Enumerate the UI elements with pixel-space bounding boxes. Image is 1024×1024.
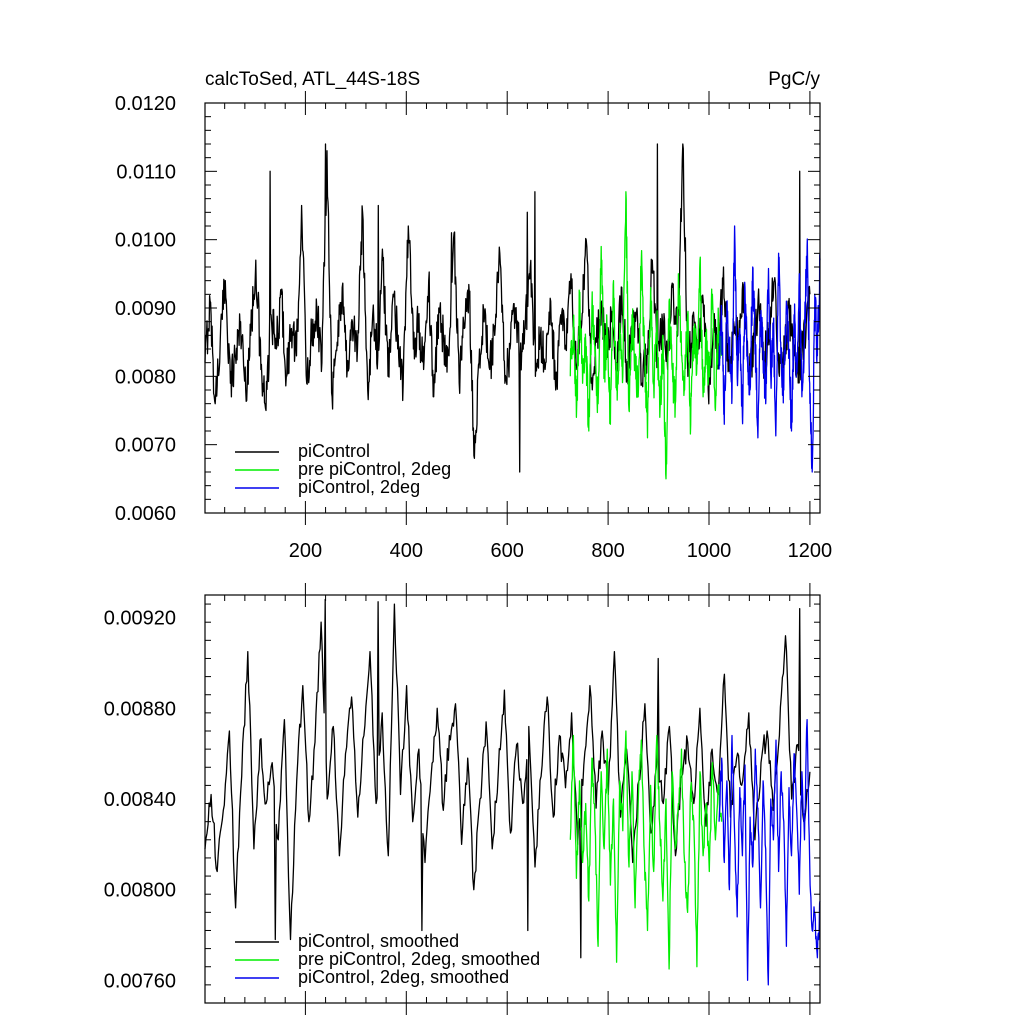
top-y-tick-label: 0.0080 [115, 366, 176, 388]
top-x-tick-label: 1000 [687, 540, 732, 562]
top-plot-frame [204, 102, 821, 514]
top-title-right: PgC/y [768, 69, 820, 90]
top-x-tick-label: 800 [591, 540, 624, 562]
bottom-series-line-0 [204, 598, 811, 959]
bottom-legend-label: piControl, 2deg, smoothed [298, 967, 509, 987]
bottom-series-line-2 [718, 719, 821, 986]
bottom-y-tick-label: 0.00840 [104, 789, 176, 811]
top-legend-label: piControl, 2deg [298, 477, 420, 497]
top-x-tick-label: 1200 [788, 540, 833, 562]
top-axis-ticks: 200 400 600 800 1000 1200 0.0060 0.0070 0.0080 0.… [115, 91, 832, 562]
bottom-y-tick-label: 0.00800 [104, 880, 176, 902]
bottom-panel: 0.00760 0.00800 0.00840 0.00880 0.00920 piCo… [104, 583, 821, 1015]
top-legend-label: pre piControl, 2deg [298, 459, 451, 479]
top-legend-label: piControl [298, 441, 370, 461]
bottom-series-group [204, 598, 821, 986]
top-series-line-1 [569, 191, 723, 480]
bottom-plot-frame [204, 594, 821, 1004]
top-y-tick-label: 0.0110 [116, 161, 176, 183]
bottom-series-line-1 [569, 730, 723, 970]
bottom-legend-label: pre piControl, 2deg, smoothed [298, 949, 540, 969]
top-series-line-0 [204, 143, 811, 473]
bottom-y-tick-label: 0.00760 [104, 970, 176, 992]
top-x-tick-label: 400 [390, 540, 423, 562]
top-x-tick-label: 600 [491, 540, 524, 562]
top-title-left: calcToSed, ATL_44S-18S [205, 69, 420, 90]
top-series-line-2 [718, 225, 821, 473]
top-y-tick-label: 0.0120 [115, 93, 176, 115]
bottom-y-tick-label: 0.00880 [104, 698, 176, 720]
top-y-tick-label: 0.0070 [115, 435, 176, 457]
top-y-tick-label: 0.0090 [115, 298, 176, 320]
top-x-tick-label: 200 [289, 540, 322, 562]
bottom-axis-ticks: 0.00760 0.00800 0.00840 0.00880 0.00920 [104, 583, 820, 1015]
bottom-y-tick-label: 0.00920 [104, 608, 176, 630]
top-y-tick-label: 0.0100 [115, 230, 176, 252]
top-y-tick-label: 0.0060 [115, 503, 176, 525]
bottom-legend-label: piControl, smoothed [298, 931, 459, 951]
top-series-group [204, 143, 821, 480]
top-panel: calcToSed, ATL_44S-18S PgC/y 200 400 600 80… [115, 69, 832, 562]
